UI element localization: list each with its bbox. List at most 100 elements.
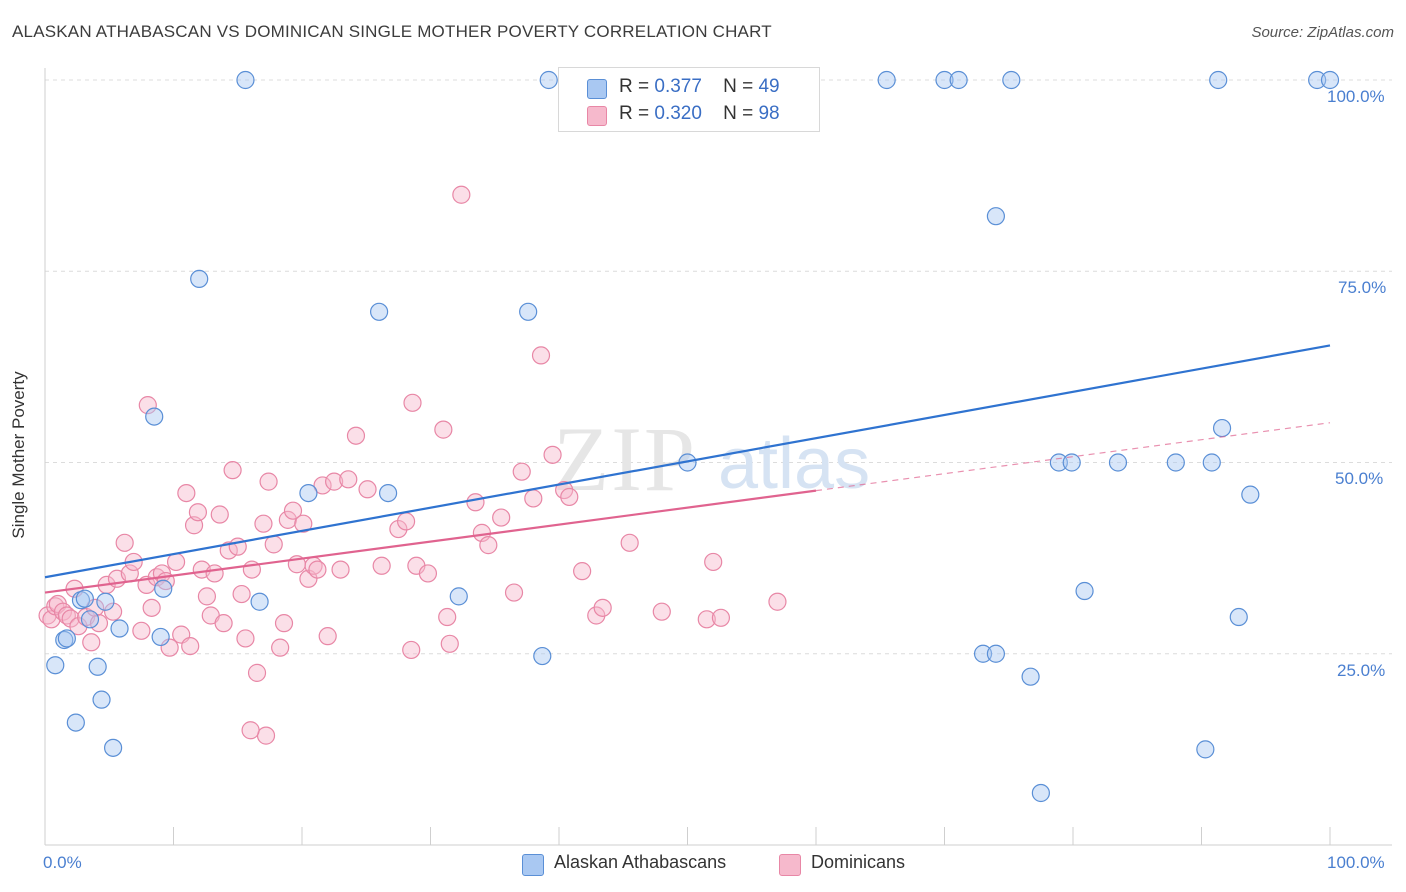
- athabascan-point: [1108, 453, 1128, 472]
- athabascan-point: [110, 619, 129, 638]
- athabascan-point: [154, 579, 173, 598]
- legend-r-value-dominican: 0.320: [654, 103, 702, 124]
- dominican-point: [593, 598, 612, 617]
- dominican-point: [697, 610, 716, 629]
- dominican-point: [313, 476, 332, 495]
- axes: [44, 68, 1392, 846]
- athabascan-point: [145, 407, 164, 426]
- bottom-legend-swatch-blue: [522, 854, 544, 876]
- dominican-point: [294, 514, 313, 533]
- dominican-point: [205, 564, 224, 583]
- dominican-point: [318, 627, 337, 646]
- dominican-point: [531, 346, 551, 365]
- dominican-point: [389, 519, 408, 539]
- dominican-point: [768, 592, 787, 611]
- athabascan-point: [519, 302, 538, 321]
- dominican-point: [219, 541, 238, 560]
- dominican-point: [61, 609, 80, 628]
- athabascan-point: [250, 592, 269, 611]
- dominican-point: [372, 556, 391, 575]
- dominican-point: [704, 552, 723, 572]
- athabascan-point: [46, 656, 65, 675]
- athabascan-point: [1062, 453, 1081, 472]
- dominican-point: [210, 505, 229, 524]
- dominican-point: [403, 393, 422, 412]
- x-tick-max: 100.0%: [1327, 853, 1385, 872]
- dominican-point: [402, 640, 421, 660]
- athabascan-point: [57, 629, 76, 648]
- legend-r-label: R =: [619, 103, 650, 124]
- y-tick-50: 50.0%: [1335, 469, 1384, 488]
- athabascan-point: [370, 302, 389, 321]
- athabascan-point: [1320, 70, 1340, 90]
- dominican-point: [711, 608, 731, 627]
- athabascan-point: [1002, 70, 1021, 90]
- dominican-point: [308, 560, 327, 579]
- dominican-point: [358, 480, 377, 499]
- dominican-point: [620, 533, 639, 552]
- dominican-point: [138, 396, 157, 415]
- dominican-point: [142, 598, 161, 617]
- athabascan-point: [1075, 581, 1094, 601]
- dominican-point: [434, 420, 453, 439]
- athabascan-points: [46, 70, 1340, 803]
- dominican-point: [652, 602, 671, 621]
- dominican-point: [325, 472, 344, 491]
- athabascan-point: [986, 207, 1006, 226]
- dominican-point: [560, 487, 579, 507]
- dominicans-points: [38, 185, 787, 745]
- dominican-point: [438, 607, 457, 627]
- bottom-legend-swatch-pink: [779, 854, 801, 876]
- dominican-point: [504, 583, 524, 602]
- dominican-point: [452, 185, 471, 204]
- athabascan-point: [104, 738, 123, 757]
- legend-r-value-athabascan: 0.377: [654, 76, 702, 97]
- athabascan-point: [1021, 667, 1040, 686]
- bottom-legend-label-dominican: Dominicans: [811, 852, 906, 872]
- dominican-point: [132, 621, 151, 640]
- legend-n-label: N =: [723, 76, 754, 97]
- chart-title: ALASKAN ATHABASCAN VS DOMINICAN SINGLE M…: [12, 22, 772, 41]
- y-tick-75: 75.0%: [1338, 278, 1387, 297]
- dominican-point: [396, 512, 416, 531]
- athabascan-point: [1229, 607, 1248, 627]
- dominican-point: [512, 462, 531, 481]
- dominican-point: [166, 552, 186, 572]
- correlation-legend: R = 0.377 N = 49 R = 0.320 N = 98: [558, 67, 820, 132]
- dominican-trend-line: [44, 489, 817, 594]
- y-tick-100: 100.0%: [1327, 87, 1385, 106]
- dominican-point: [241, 721, 260, 740]
- athabascan-point: [949, 70, 968, 90]
- legend-r-label: R =: [619, 76, 650, 97]
- athabascan-point: [1209, 70, 1228, 90]
- trend-lines: [44, 344, 1331, 594]
- legend-n-label: N =: [723, 103, 754, 124]
- dominican-point: [331, 560, 350, 579]
- dominican-point: [89, 614, 109, 633]
- x-tick-min: 0.0%: [43, 853, 82, 872]
- dominican-point: [181, 636, 200, 656]
- athabascan-point: [236, 70, 255, 90]
- dominican-point: [479, 536, 498, 555]
- dominican-point: [524, 489, 543, 508]
- bottom-legend-label-athabascan: Alaskan Athabascans: [554, 852, 727, 872]
- legend-n-value-athabascan: 49: [758, 76, 780, 97]
- athabascan-point: [1166, 453, 1185, 472]
- athabascan-point: [1308, 70, 1327, 90]
- athabascan-point: [299, 484, 318, 503]
- dominican-point: [573, 562, 592, 581]
- athabascan-point: [75, 589, 94, 608]
- dominican-point: [543, 445, 562, 464]
- dominican-point: [254, 514, 273, 533]
- athabascan-point: [1241, 485, 1260, 504]
- watermark: ZIP atlas: [553, 408, 870, 510]
- y-axis-label: Single Mother Poverty: [9, 371, 28, 539]
- dominican-point: [86, 598, 105, 617]
- athabascan-point: [1202, 453, 1221, 472]
- dominican-trend-extension: [815, 422, 1331, 492]
- dominican-point: [418, 564, 438, 583]
- athabascan-point: [88, 657, 107, 676]
- dominican-point: [346, 426, 366, 445]
- athabascan-point: [449, 587, 468, 606]
